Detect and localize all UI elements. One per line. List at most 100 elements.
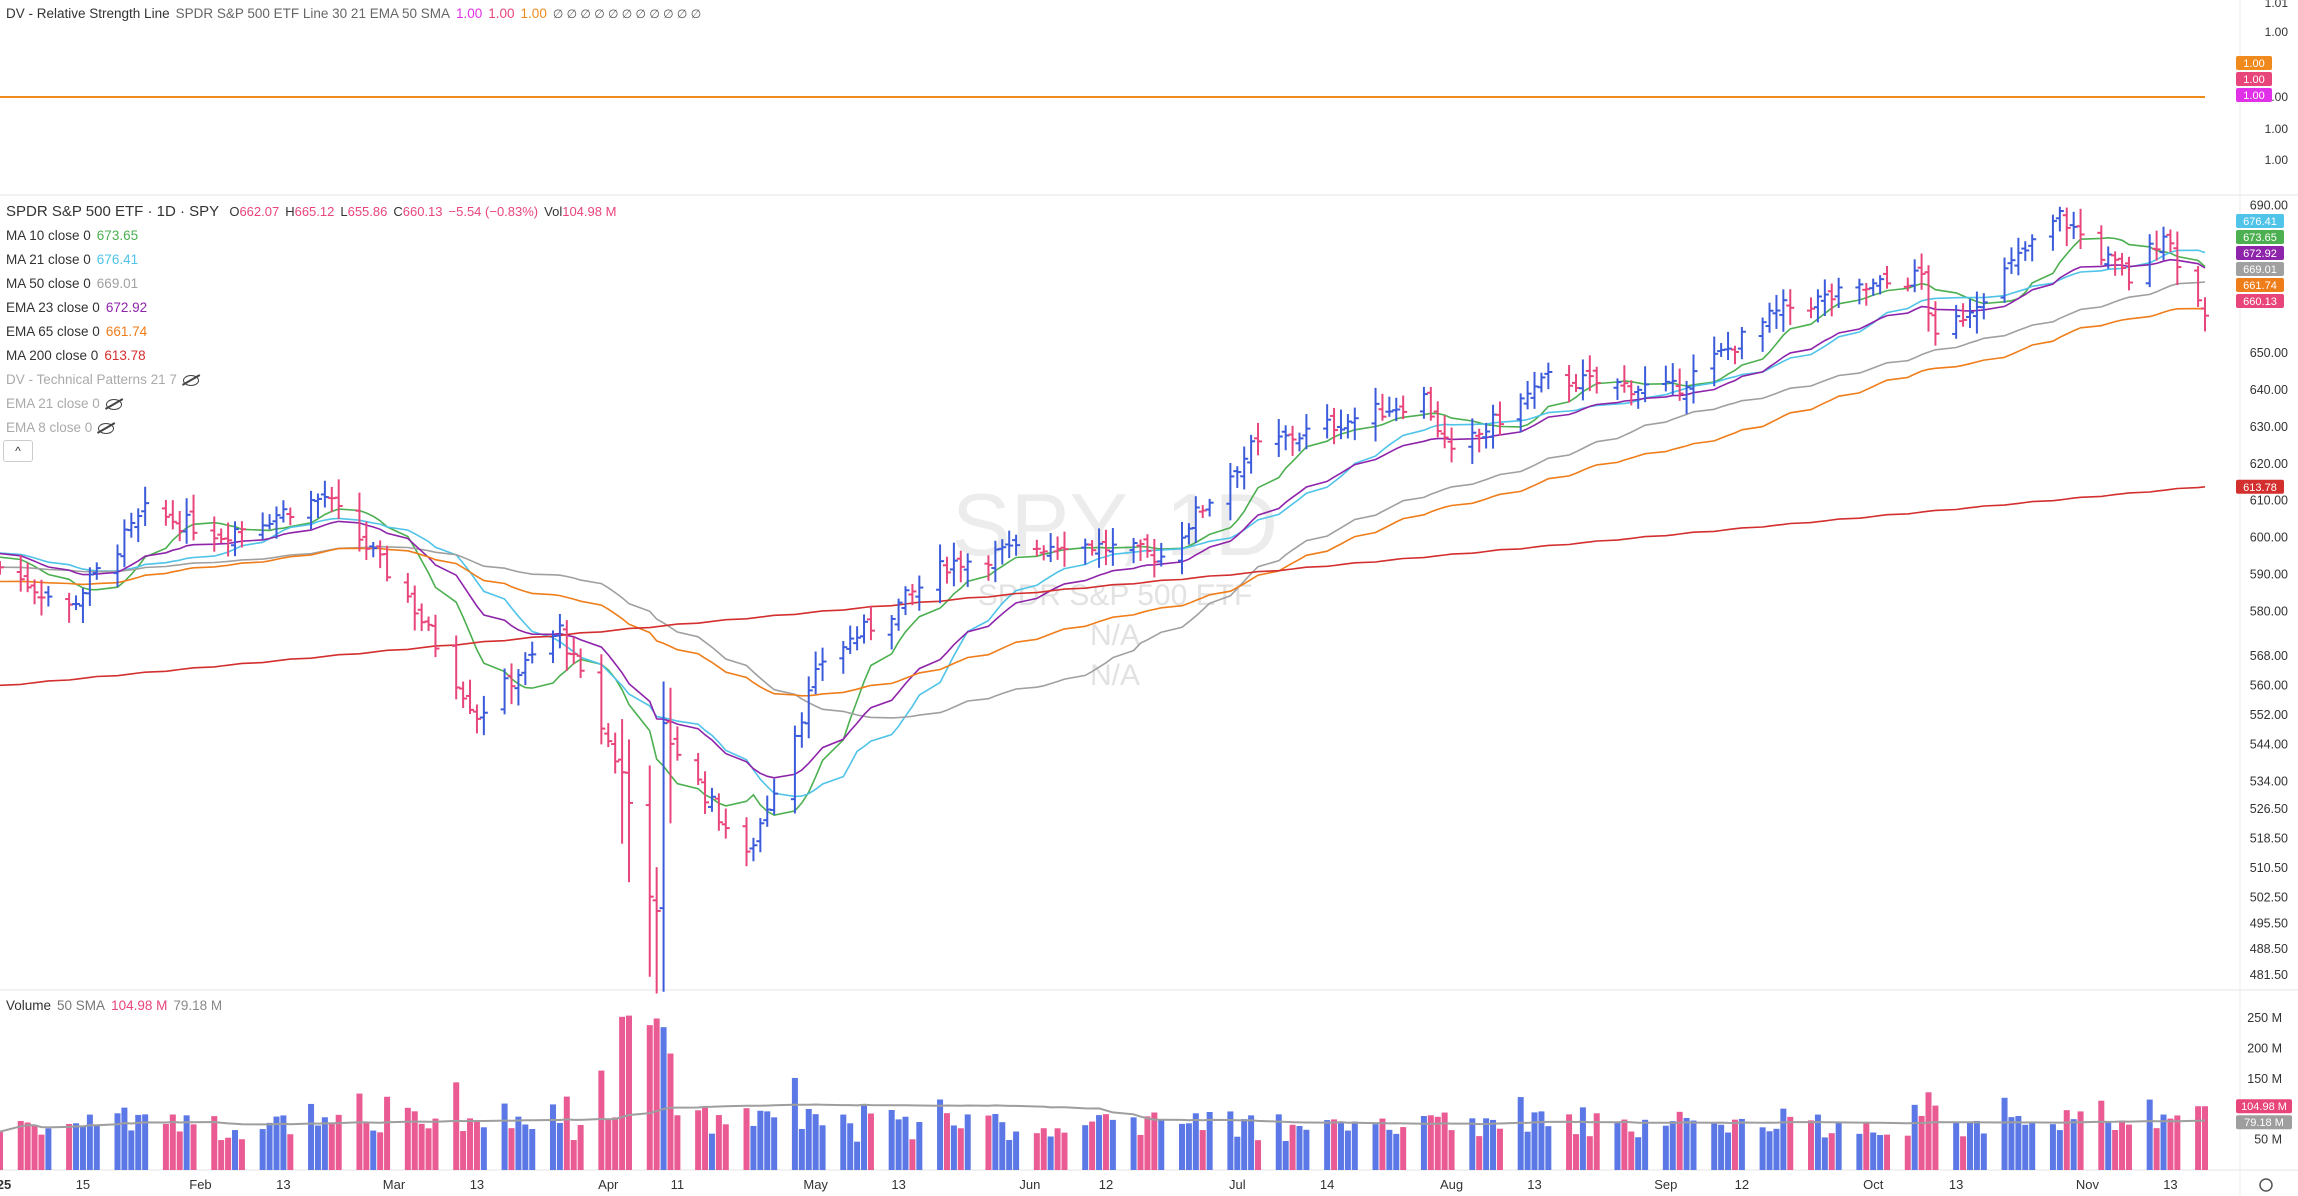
ohlc-bar bbox=[1032, 539, 1041, 557]
symbol-header[interactable]: SPDR S&P 500 ETF · 1D · SPY O662.07 H665.… bbox=[6, 203, 628, 220]
collapse-legend-button[interactable]: ^ bbox=[3, 440, 33, 462]
ohlc-bar bbox=[673, 726, 682, 761]
ohlc-bar bbox=[625, 739, 634, 883]
volume-bar bbox=[598, 1070, 605, 1170]
indicator-row-ema65[interactable]: EMA 65 close 0 661.74 bbox=[6, 324, 153, 339]
ohlc-bar bbox=[1827, 283, 1836, 317]
volume-bar bbox=[183, 1115, 190, 1170]
volume-bar bbox=[1006, 1139, 1013, 1170]
ohlc-bar bbox=[1330, 407, 1339, 445]
volume-bar bbox=[2029, 1123, 2036, 1170]
time-axis-label: 13 bbox=[891, 1177, 905, 1192]
volume-bar bbox=[1925, 1092, 1932, 1170]
volume-bar bbox=[1033, 1133, 1040, 1170]
ohlc-bar bbox=[2069, 211, 2078, 239]
ohlc-bar bbox=[1924, 265, 1933, 332]
price-axis-tick: 560.00 bbox=[2250, 678, 2288, 692]
price-tag bbox=[2236, 246, 2284, 260]
indicator-row-ma50[interactable]: MA 50 close 0 669.01 bbox=[6, 276, 144, 291]
volume-bar bbox=[1476, 1136, 1483, 1170]
volume-bar bbox=[356, 1093, 363, 1170]
time-axis-label: 13 bbox=[2163, 1177, 2177, 1192]
volume-bar bbox=[162, 1123, 169, 1170]
indicator-row-ma10[interactable]: MA 10 close 0 673.65 bbox=[6, 228, 144, 243]
indicator-row-ema23[interactable]: EMA 23 close 0 672.92 bbox=[6, 300, 153, 315]
volume-bar bbox=[273, 1116, 280, 1170]
price-axis-tick: 544.00 bbox=[2250, 737, 2288, 751]
volume-axis-tick: 200 M bbox=[2247, 1042, 2282, 1056]
ohlc-bar bbox=[548, 630, 557, 664]
ohlc-bar bbox=[1295, 432, 1304, 452]
volume-bar bbox=[1690, 1120, 1697, 1170]
ohlc-bar bbox=[1281, 425, 1290, 451]
volume-bar bbox=[2077, 1111, 2084, 1170]
ohlc-bar bbox=[410, 585, 419, 631]
indicator-label: MA 21 close 0 bbox=[6, 252, 91, 267]
indicator-row-ma200[interactable]: MA 200 close 0 613.78 bbox=[6, 348, 152, 363]
ohlc-bar bbox=[1724, 331, 1733, 360]
ohlc-bar bbox=[2118, 253, 2127, 276]
indicator-row-ma21[interactable]: MA 21 close 0 676.41 bbox=[6, 252, 144, 267]
volume-bar bbox=[950, 1125, 957, 1170]
volume-tag bbox=[2236, 1115, 2292, 1130]
ohlc-bar bbox=[1869, 278, 1878, 296]
price-axis-tick: 526.50 bbox=[2250, 802, 2288, 816]
volume-bar bbox=[1856, 1133, 1863, 1170]
ohlc-bar bbox=[936, 544, 945, 604]
ohlc-bar bbox=[894, 598, 903, 631]
volume-bar bbox=[211, 1116, 218, 1170]
volume-bar bbox=[1054, 1128, 1061, 1170]
volume-bar bbox=[1821, 1137, 1828, 1170]
ohlc-bar bbox=[1855, 278, 1864, 305]
volume-bars bbox=[0, 1015, 2208, 1170]
ohlc-bar bbox=[2000, 257, 2009, 303]
high-label: H bbox=[285, 204, 295, 219]
volume-bar bbox=[1206, 1111, 1213, 1170]
ohlc-bar bbox=[1668, 363, 1677, 395]
ohlc-bar bbox=[459, 681, 468, 708]
volume-axis-tick: 250 M bbox=[2247, 1011, 2282, 1025]
time-axis[interactable]: 25 15 Feb 13 Mar 13 Apr 11 May 13 Jun 12 Jul 14 Aug 13 S… bbox=[0, 1177, 2273, 1192]
rs-value-tag-label: 1.00 bbox=[2243, 90, 2264, 102]
ma10-line bbox=[0, 236, 2206, 817]
price-axis-tick: 481.50 bbox=[2250, 968, 2288, 982]
indicator-value: 672.92 bbox=[105, 300, 148, 315]
price-axis-tick: 518.50 bbox=[2250, 831, 2288, 845]
volume-bar bbox=[2167, 1118, 2174, 1170]
volume-bar bbox=[1199, 1130, 1206, 1170]
volume-sma-value: 79.18 M bbox=[173, 998, 223, 1013]
price-axis[interactable]: 690.00 650.00 640.00 630.00 620.00 610.00 600.… bbox=[2236, 198, 2292, 1147]
volume-bar bbox=[964, 1114, 971, 1170]
price-axis-tick: 568.00 bbox=[2250, 649, 2288, 663]
rs-legend[interactable]: DV - Relative Strength Line SPDR S&P 500 … bbox=[6, 6, 707, 21]
ohlc-bar bbox=[272, 506, 281, 539]
indicator-row-ema8[interactable]: EMA 8 close 0 bbox=[6, 420, 120, 435]
hidden-eye-icon[interactable] bbox=[105, 398, 122, 410]
ohlc-bar bbox=[1862, 282, 1871, 306]
volume-bar bbox=[1808, 1120, 1815, 1170]
ohlc-bar bbox=[320, 480, 329, 508]
indicator-row-ema21[interactable]: EMA 21 close 0 bbox=[6, 396, 128, 411]
ohlc-bar bbox=[327, 486, 336, 513]
ohlc-bar bbox=[1772, 294, 1781, 329]
indicator-row-technical-patterns[interactable]: DV - Technical Patterns 21 7 bbox=[6, 372, 205, 387]
volume-bar bbox=[619, 1016, 626, 1170]
hidden-eye-icon[interactable] bbox=[98, 422, 115, 434]
settings-gear-icon[interactable] bbox=[2259, 1178, 2273, 1192]
volume-legend[interactable]: Volume 50 SMA 104.98 M 79.18 M bbox=[6, 998, 228, 1013]
volume-bar bbox=[1296, 1125, 1303, 1170]
hidden-eye-icon[interactable] bbox=[182, 374, 199, 386]
rs-axis-tick: 1.00 bbox=[2265, 153, 2289, 167]
volume-bar bbox=[1289, 1124, 1296, 1170]
rs-legend-value-3: 1.00 bbox=[520, 6, 547, 21]
price-tag bbox=[2236, 278, 2284, 292]
ohlc-bar bbox=[1661, 365, 1670, 392]
high-value: 665.12 bbox=[294, 204, 335, 219]
ohlc-bar bbox=[949, 542, 958, 587]
volume-bar bbox=[2202, 1106, 2208, 1170]
volume-bar bbox=[425, 1128, 432, 1170]
ohlc-bar bbox=[1336, 409, 1345, 440]
indicator-label: DV - Technical Patterns 21 7 bbox=[6, 372, 177, 387]
volume-bar bbox=[1420, 1116, 1427, 1170]
